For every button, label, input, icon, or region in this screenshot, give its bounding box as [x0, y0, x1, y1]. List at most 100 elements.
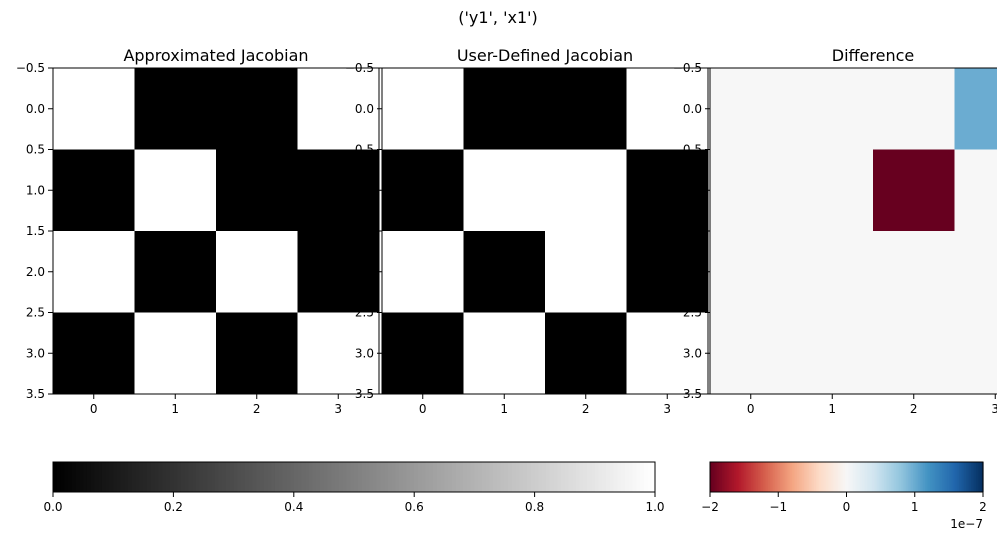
colorbar-segment	[568, 462, 573, 492]
colorbar-segment	[79, 462, 84, 492]
heatmap-cell	[873, 312, 955, 395]
colorbar-segment	[444, 462, 449, 492]
colorbar-segment	[747, 462, 750, 492]
colorbar-segment	[754, 462, 757, 492]
colorbar-segment	[745, 462, 749, 492]
colorbar-segment	[474, 462, 479, 492]
colorbar-segment	[733, 462, 737, 492]
colorbar-segment	[538, 462, 543, 492]
colorbar-segment	[802, 462, 805, 492]
heatmap-cell	[382, 68, 464, 150]
y-tick-label: 0.0	[683, 102, 702, 116]
colorbar-segment	[512, 462, 517, 492]
heatmap-cell	[382, 149, 464, 232]
colorbar-segment	[969, 462, 972, 492]
colorbar-segment	[165, 462, 171, 492]
colorbar-segment	[643, 462, 649, 492]
colorbar-segment	[214, 462, 220, 492]
heatmap-cell	[545, 231, 627, 313]
colorbar-segment	[800, 462, 803, 492]
colorbar-segment	[768, 462, 771, 492]
colorbar-frame	[52, 461, 656, 493]
colorbar-segment	[263, 462, 269, 492]
colorbar-segment	[959, 462, 962, 492]
colorbar-segment	[918, 462, 921, 492]
colorbar-segment	[478, 462, 483, 492]
colorbar-segment	[885, 462, 889, 492]
x-tick-label: 1	[500, 402, 508, 416]
colorbar-segment	[742, 462, 745, 492]
colorbar-segment	[376, 462, 381, 492]
colorbar-segment	[831, 462, 834, 492]
colorbar-segment	[421, 462, 427, 492]
colorbar: 0.0 0.2 0.4 0.6 0.8 1.0	[43, 461, 665, 514]
colorbar-segment	[948, 462, 952, 492]
colorbar-segment	[606, 462, 611, 492]
colorbar-segment	[323, 462, 329, 492]
colorbar-segment	[979, 462, 982, 492]
colorbar-segment	[759, 462, 762, 492]
colorbar-segment	[761, 462, 764, 492]
colorbar-segment	[953, 462, 957, 492]
colorbar-segment	[222, 462, 227, 492]
colorbar-segment	[154, 462, 159, 492]
colorbar-segment	[335, 462, 340, 492]
heatmap-cell	[134, 231, 217, 313]
colorbar-segment	[744, 462, 747, 492]
heatmap-cell	[710, 231, 792, 313]
colorbar-segment	[632, 462, 637, 492]
colorbar-segment	[791, 462, 795, 492]
heatmap-cell	[710, 68, 792, 150]
colorbar-segment	[971, 462, 974, 492]
colorbar-segment	[715, 462, 718, 492]
colorbar-segment	[795, 462, 798, 492]
colorbar-segment	[812, 462, 815, 492]
colorbar-segment	[757, 462, 761, 492]
colorbar-segment	[301, 462, 306, 492]
heatmap-cell	[382, 312, 464, 395]
colorbar-segment	[591, 462, 596, 492]
colorbar-segment	[822, 462, 825, 492]
colorbar-segment	[964, 462, 967, 492]
heatmap-cell	[463, 149, 546, 232]
colorbar-segment	[720, 462, 723, 492]
y-tick-label: 3.0	[26, 346, 45, 360]
colorbar-segment	[286, 462, 291, 492]
y-tick-label: 1.5	[355, 224, 374, 238]
colorbar-segment	[297, 462, 302, 492]
colorbar-segment	[395, 462, 400, 492]
colorbar-segment	[534, 462, 539, 492]
heatmap-cell	[791, 149, 874, 232]
colorbar-tick-label: −2	[701, 500, 719, 514]
colorbar-segment	[135, 462, 141, 492]
colorbar-segment	[583, 462, 588, 492]
colorbar-segment	[849, 462, 853, 492]
colorbar-segment	[594, 462, 600, 492]
heatmap-cell	[954, 231, 997, 313]
colorbar-segment	[139, 462, 144, 492]
colorbar-tick-label: −1	[769, 500, 787, 514]
y-tick-label: −0.5	[16, 61, 45, 75]
colorbar-segment	[832, 462, 836, 492]
colorbar-segment	[931, 462, 935, 492]
y-tick-label: 2.0	[26, 265, 45, 279]
colorbar-segment	[829, 462, 832, 492]
colorbar-segment	[848, 462, 851, 492]
colorbar-segment	[727, 462, 730, 492]
x-tick-label: 2	[253, 402, 261, 416]
colorbar-segment	[935, 462, 938, 492]
colorbar-segment	[278, 462, 284, 492]
colorbar-segment	[943, 462, 947, 492]
colorbar-segment	[711, 462, 715, 492]
colorbar-segment	[945, 462, 948, 492]
colorbar-segment	[797, 462, 800, 492]
x-tick-label: 3	[334, 402, 342, 416]
colorbar-segment	[807, 462, 810, 492]
colorbar-segment	[856, 462, 860, 492]
colorbar-segment	[907, 462, 911, 492]
y-tick-label: 0.5	[683, 143, 702, 157]
y-tick-label: 3.0	[355, 346, 374, 360]
colorbar-segment	[173, 462, 178, 492]
colorbar-segment	[837, 462, 841, 492]
colorbar-segment	[369, 462, 374, 492]
